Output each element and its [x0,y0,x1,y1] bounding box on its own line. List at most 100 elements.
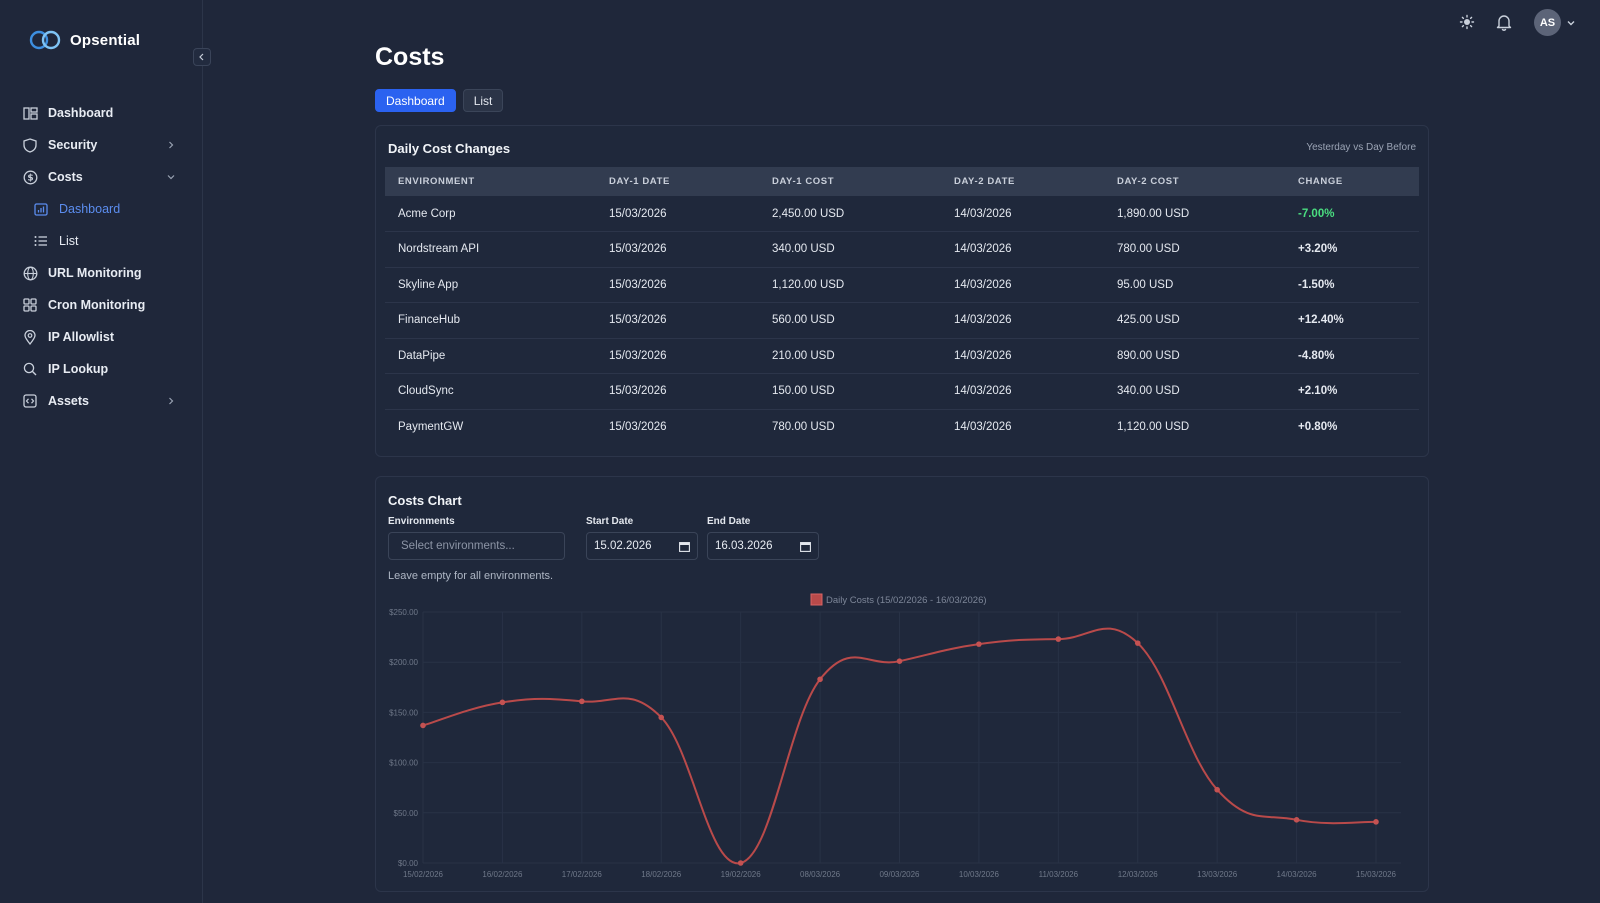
data-point [658,714,665,721]
change-cell: +12.40% [1285,302,1419,339]
x-tick-label: 16/02/2026 [482,870,523,879]
table-row[interactable]: Nordstream API 15/03/2026 340.00 USD 14/… [385,231,1419,268]
data-point [579,698,585,705]
cost-changes-table: ENVIRONMENT DAY-1 DATE DAY-1 COST DAY-2 … [385,167,1419,445]
sidebar-item-label: IP Lookup [48,362,109,376]
user-menu-toggle[interactable] [1561,13,1581,33]
day1-date-cell: 15/03/2026 [596,267,759,303]
day1-cost-cell: 1,120.00 USD [759,267,941,303]
sidebar-item-costs[interactable]: $ Costs [0,161,203,193]
x-tick-label: 12/03/2026 [1118,870,1159,879]
day1-date-cell: 15/03/2026 [596,338,759,374]
data-point [1293,817,1300,823]
change-cell: -1.50% [1285,267,1419,303]
sidebar-item-ip-allowlist[interactable]: IP Allowlist [0,321,203,353]
code-box-icon [22,393,38,409]
brand-logo[interactable]: Opsential [28,30,140,50]
tab-dashboard[interactable]: Dashboard [375,89,456,112]
x-tick-label: 10/03/2026 [959,870,1000,879]
data-point [817,676,823,683]
environment-cell: CloudSync [385,373,596,410]
x-tick-label: 13/03/2026 [1197,870,1238,879]
end-date-input[interactable]: 16.03.2026 [707,532,819,560]
data-point [1214,786,1220,793]
table-row[interactable]: Acme Corp 15/03/2026 2,450.00 USD 14/03/… [385,196,1419,232]
change-cell: -4.80% [1285,338,1419,374]
sidebar-nav: Dashboard Security $ Costs Dashboard [0,97,203,417]
change-cell: +2.10% [1285,373,1419,410]
environment-cell: Acme Corp [385,196,596,232]
table-row[interactable]: PaymentGW 15/03/2026 780.00 USD 14/03/20… [385,409,1419,445]
column-header[interactable]: ENVIRONMENT [398,176,475,187]
environments-hint: Leave empty for all environments. [388,570,554,582]
data-point [1373,819,1379,825]
theme-toggle-button[interactable] [1457,12,1477,32]
calendar-icon[interactable] [679,541,690,552]
sidebar-item-assets[interactable]: Assets [0,385,203,417]
day1-date-cell: 15/03/2026 [596,231,759,268]
column-header[interactable]: DAY-2 DATE [954,176,1015,187]
sidebar-item-url-monitoring[interactable]: URL Monitoring [0,257,203,289]
day2-cost-cell: 95.00 USD [1104,267,1285,303]
start-date-value: 15.02.2026 [594,540,652,552]
table-row[interactable]: DataPipe 15/03/2026 210.00 USD 14/03/202… [385,338,1419,374]
environments-select[interactable]: Select environments... [388,532,565,560]
sidebar-item-costs-dashboard[interactable]: Dashboard [0,193,203,225]
day2-date-cell: 14/03/2026 [941,338,1104,374]
day2-date-cell: 14/03/2026 [954,421,1012,433]
table-row[interactable]: Skyline App 15/03/2026 1,120.00 USD 14/0… [385,267,1419,303]
bell-icon [1496,15,1512,31]
column-header[interactable]: CHANGE [1298,176,1343,187]
day2-cost-cell: 780.00 USD [1104,231,1285,268]
sidebar-item-dashboard[interactable]: Dashboard [0,97,203,129]
day1-cost-cell: 780.00 USD [772,421,835,433]
sidebar-item-label: Assets [48,394,89,408]
change-cell: -7.00% [1285,196,1419,232]
costs-line-chart: $0.00 $50.00 $100.00 $150.00 $200.00 $250.00 1… [389,593,1401,879]
sidebar-item-label: Costs [48,170,83,184]
day2-cost-cell: 890.00 USD [1104,338,1285,374]
sidebar-item-label: IP Allowlist [48,330,114,344]
column-header[interactable]: DAY-2 COST [1117,176,1180,187]
sidebar-item-costs-list[interactable]: List [0,225,203,257]
day1-cost-cell: 340.00 USD [759,231,941,268]
sidebar-item-label: Dashboard [48,106,114,120]
user-avatar[interactable]: AS [1534,9,1561,36]
sidebar-item-security[interactable]: Security [0,129,203,161]
tab-list[interactable]: List [462,89,504,112]
sidebar-item-ip-lookup[interactable]: IP Lookup [0,353,203,385]
day2-cost-cell: 340.00 USD [1104,373,1285,410]
start-date-label: Start Date [586,516,634,527]
view-tabs: Dashboard List [375,89,504,112]
y-tick-label: $100.00 [389,759,418,768]
column-header[interactable]: DAY-1 DATE [609,176,670,187]
data-point [420,722,426,729]
day2-cost-cell: 425.00 USD [1104,302,1285,339]
notifications-button[interactable] [1494,12,1514,32]
day1-cost-cell: 560.00 USD [759,302,941,339]
day1-date-cell: 15/03/2026 [609,421,667,433]
card-subtitle: Yesterday vs Day Before [1306,142,1416,153]
table-row[interactable]: CloudSync 15/03/2026 150.00 USD 14/03/20… [385,373,1419,410]
brand-name: Opsential [70,31,141,49]
start-date-input[interactable]: 15.02.2026 [586,532,698,560]
page-title: Costs [375,43,445,71]
day1-cost-cell: 150.00 USD [759,373,941,410]
opsential-logo-icon [29,30,61,50]
day2-date-cell: 14/03/2026 [941,373,1104,410]
sidebar-item-cron-monitoring[interactable]: Cron Monitoring [0,289,203,321]
day2-date-cell: 14/03/2026 [941,267,1104,303]
globe-icon [22,265,38,281]
chevron-right-icon [169,141,174,149]
x-tick-label: 14/03/2026 [1277,870,1318,879]
calendar-icon[interactable] [800,541,811,552]
column-header[interactable]: DAY-1 COST [772,176,835,187]
environment-cell: PaymentGW [398,421,464,433]
sun-icon [1459,14,1475,30]
x-tick-label: 19/02/2026 [721,870,762,879]
table-row[interactable]: FinanceHub 15/03/2026 560.00 USD 14/03/2… [385,302,1419,339]
collapse-sidebar-button[interactable] [193,48,211,66]
x-tick-label: 18/02/2026 [641,870,682,879]
svg-text:$: $ [27,173,33,183]
search-icon [22,361,38,377]
